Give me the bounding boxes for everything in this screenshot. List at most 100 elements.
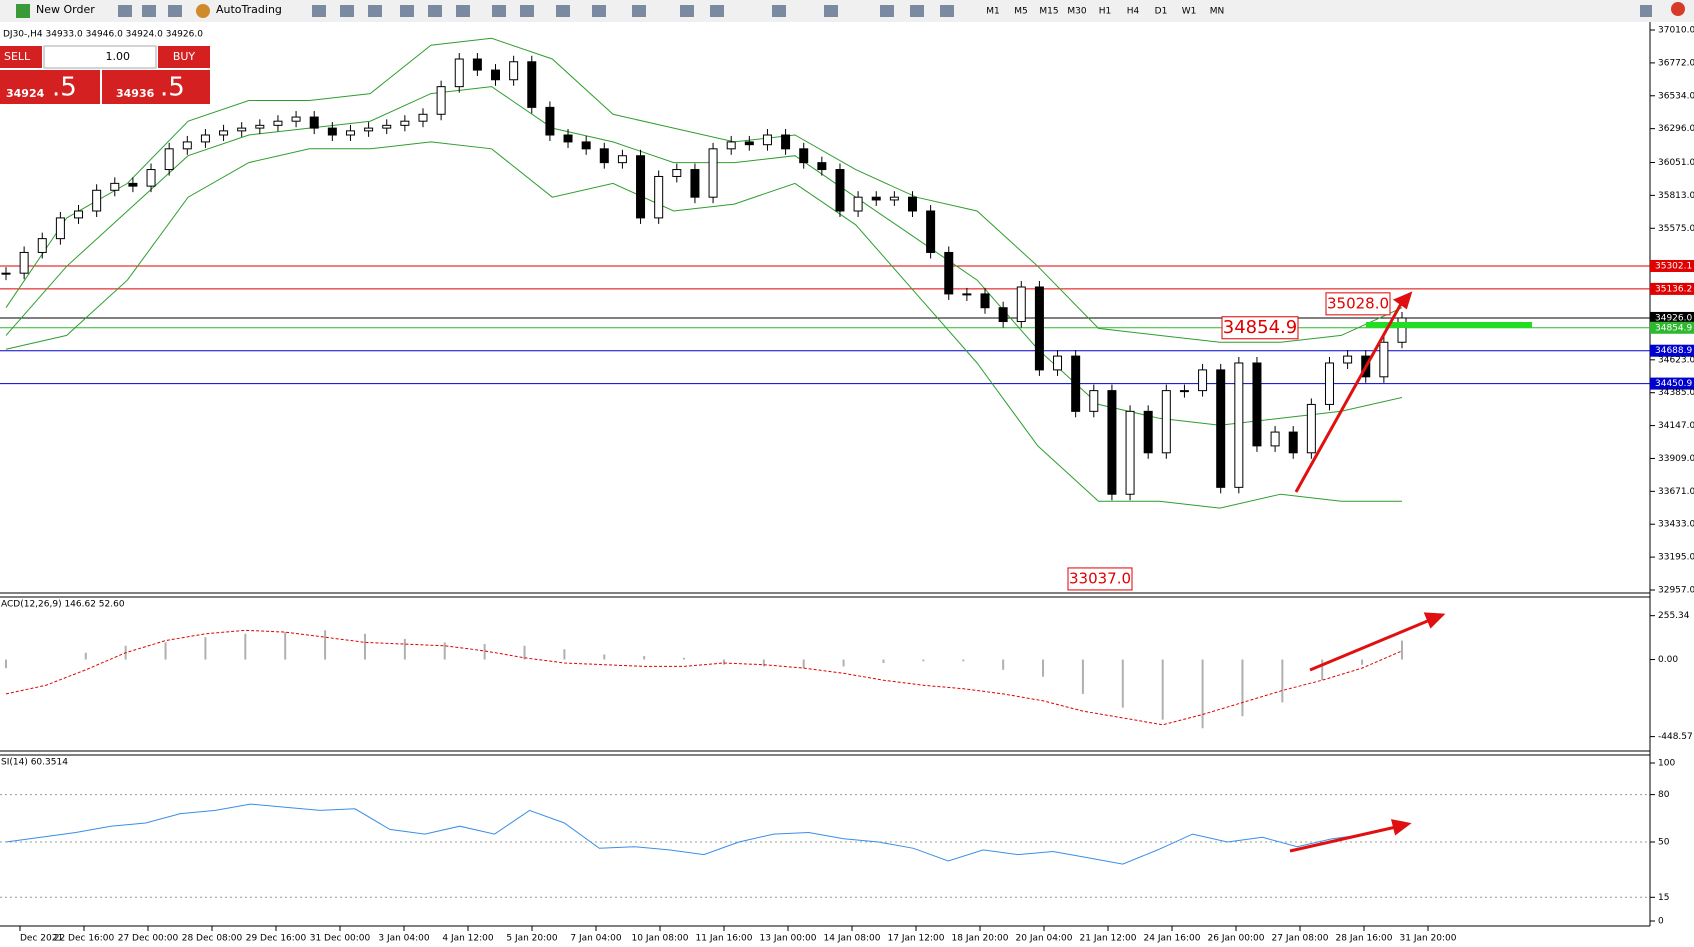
candle	[509, 61, 519, 81]
icon[interactable]	[312, 5, 326, 17]
candle	[237, 127, 247, 132]
candle	[128, 182, 138, 187]
macd-bar	[1361, 659, 1364, 665]
candle	[726, 141, 736, 150]
icon[interactable]	[910, 5, 924, 17]
date-label: 10 Jan 08:00	[632, 934, 689, 944]
price-label: 35028.0	[1327, 294, 1389, 312]
bid-box[interactable]	[0, 70, 100, 104]
icon[interactable]	[142, 5, 156, 17]
lot-input[interactable]	[43, 45, 157, 69]
date-label: 28 Jan 16:00	[1336, 934, 1393, 944]
timeframe[interactable]: M5	[1014, 7, 1028, 17]
macd-bar	[1201, 659, 1204, 729]
icon[interactable]	[556, 5, 570, 17]
timeframe[interactable]: M15	[1039, 7, 1058, 17]
icon[interactable]	[168, 5, 182, 17]
candle	[1089, 390, 1099, 412]
y-tick-label: 33671.0	[1658, 487, 1694, 497]
date-label: 18 Jan 20:00	[952, 934, 1009, 944]
icon[interactable]	[824, 5, 838, 17]
icon[interactable]	[400, 5, 414, 17]
y-tick-label: 255.34	[1658, 611, 1690, 621]
icon[interactable]	[710, 5, 724, 17]
candle	[454, 58, 464, 88]
macd-bar	[1042, 659, 1045, 677]
y-tick-label: 0.00	[1658, 655, 1678, 665]
level-tag	[1650, 259, 1694, 272]
timeframe[interactable]: W1	[1182, 7, 1197, 17]
icon[interactable]	[772, 5, 786, 17]
date-label: 21 Jan 12:00	[1080, 934, 1137, 944]
autotrading[interactable]: AutoTrading	[216, 3, 282, 16]
macd-bar	[1281, 659, 1284, 703]
level-tag	[1650, 321, 1694, 334]
y-tick-label: 36772.0	[1658, 58, 1694, 68]
candle	[200, 134, 210, 143]
candle	[1216, 369, 1226, 488]
timeframe[interactable]: M30	[1067, 7, 1086, 17]
candle	[273, 120, 283, 126]
macd-bar	[603, 654, 606, 660]
plot: 35302.135136.234926.034854.934688.934450…	[0, 26, 1694, 927]
candle	[672, 169, 682, 177]
icon[interactable]	[492, 5, 506, 17]
candle	[400, 120, 410, 126]
level-tag	[1650, 344, 1694, 357]
candle	[817, 162, 827, 171]
macd-bar	[1401, 640, 1403, 660]
y-tick-label: 34147.0	[1658, 421, 1694, 431]
macd-bar	[683, 657, 686, 660]
y-tick-label: 100	[1658, 759, 1675, 769]
timeframe[interactable]: H4	[1127, 7, 1140, 17]
macd-bar	[5, 659, 7, 669]
buy-label: BUY	[173, 50, 196, 63]
macd-bar	[1081, 659, 1084, 694]
icon[interactable]	[592, 5, 606, 17]
macd-bar	[164, 642, 167, 660]
timeframe[interactable]: M1	[986, 7, 1000, 17]
y-tick-label: 33433.0	[1658, 520, 1694, 530]
icon[interactable]	[680, 5, 694, 17]
sell-button[interactable]	[0, 46, 42, 68]
icon[interactable]	[520, 5, 534, 17]
icon[interactable]	[880, 5, 894, 17]
indicator-title: ACD(12,26,9) 146.62 52.60	[1, 600, 125, 610]
candle	[1379, 341, 1389, 378]
icon[interactable]	[368, 5, 382, 17]
icon[interactable]	[340, 5, 354, 17]
timeframe[interactable]: H1	[1099, 7, 1112, 17]
date-label: 11 Jan 16:00	[696, 934, 753, 944]
icon[interactable]	[632, 5, 646, 17]
y-tick-label: 35575.0	[1658, 224, 1694, 234]
candle	[255, 124, 265, 129]
new-order-icon[interactable]	[16, 4, 30, 18]
level-label: 34926.0	[1655, 313, 1692, 323]
date-label: 17 Jan 12:00	[888, 934, 945, 944]
timeframe[interactable]: MN	[1210, 7, 1225, 17]
ask-box[interactable]	[102, 70, 210, 104]
icon[interactable]	[456, 5, 470, 17]
timeframe[interactable]: D1	[1155, 7, 1168, 17]
candle	[617, 155, 627, 164]
candle	[1143, 410, 1153, 454]
buy-button[interactable]	[158, 46, 210, 68]
notification[interactable]	[1671, 2, 1685, 16]
candle	[1270, 431, 1280, 447]
icon[interactable]	[940, 5, 954, 17]
macd-bar	[523, 645, 526, 660]
date-label: 5 Jan 20:00	[506, 934, 558, 944]
bid-price: 34924	[6, 87, 45, 100]
icon[interactable]	[428, 5, 442, 17]
icon[interactable]	[118, 5, 132, 17]
date-label: 20 Jan 04:00	[1016, 934, 1073, 944]
candle	[291, 116, 301, 122]
autotrading-icon[interactable]	[196, 4, 210, 18]
new-order[interactable]: New Order	[36, 3, 95, 16]
macd-bar	[962, 659, 965, 662]
search-icon[interactable]	[1640, 5, 1652, 17]
bid-pips: .5	[52, 73, 77, 103]
band-middle	[5, 86, 1403, 426]
candle	[110, 182, 120, 191]
